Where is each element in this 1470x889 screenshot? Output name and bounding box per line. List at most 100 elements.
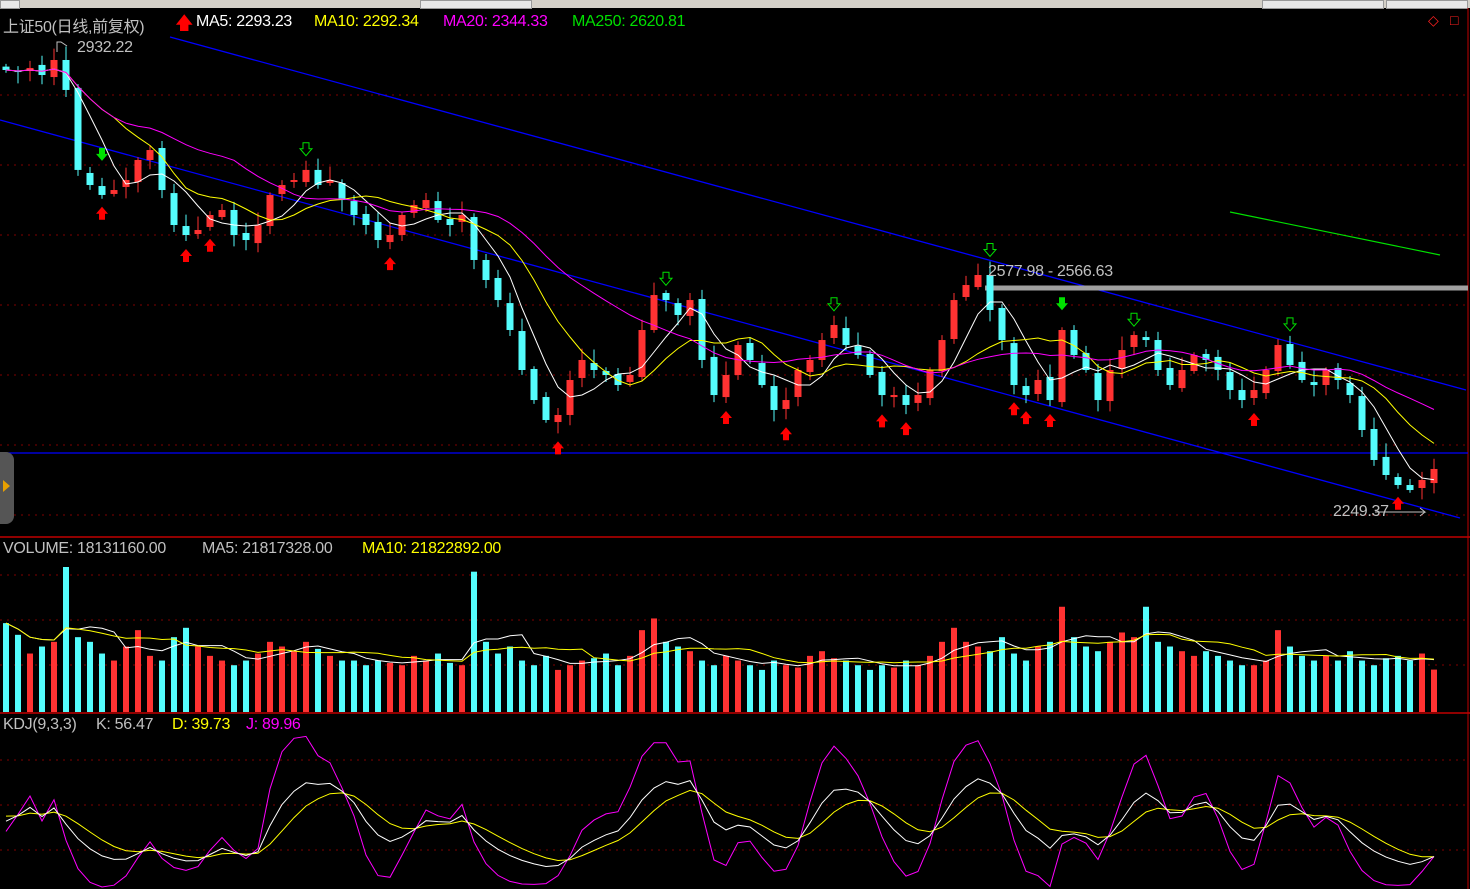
candle-body (1394, 477, 1402, 486)
candle-body (1334, 367, 1342, 381)
sell-signal-arrow-icon (96, 147, 108, 161)
candle-body (710, 356, 718, 396)
volume-bar (747, 665, 753, 712)
buy-signal-arrow-icon (96, 206, 108, 220)
buy-signal-arrow-icon (384, 257, 396, 271)
ma20-label: MA20: 2344.33 (443, 13, 548, 30)
volume-bar (123, 646, 129, 712)
candle-body (1058, 330, 1066, 403)
candle-body (362, 213, 370, 226)
volume-bar (3, 623, 9, 712)
buy-signal-arrow-icon (900, 422, 912, 436)
volume-bar (375, 660, 381, 712)
buy-signal-arrow-icon (1008, 402, 1020, 416)
volume-bar (711, 665, 717, 712)
candle-body (1310, 382, 1318, 386)
volume-bar (39, 646, 45, 712)
candle-body (794, 369, 802, 397)
candle-body (26, 67, 34, 72)
volume-bar (819, 651, 825, 712)
candle-body (1154, 340, 1162, 370)
candle-body (1346, 383, 1354, 396)
volume-bar (1335, 660, 1341, 712)
toolbar-tab[interactable] (0, 0, 20, 9)
square-icon[interactable]: □ (1450, 12, 1459, 28)
buy-signal-arrow-icon (1044, 413, 1056, 427)
volume-ma10-label: MA10: 21822892.00 (362, 540, 502, 557)
candle-body (1286, 344, 1294, 365)
volume-bar (1431, 669, 1437, 712)
volume-ma10-line (5, 622, 1435, 664)
volume-bar (783, 665, 789, 712)
low-price-annotation: 2249.37 (1333, 503, 1389, 520)
candle-body (530, 368, 538, 401)
top-toolbar-strip (0, 0, 1470, 9)
volume-bar (867, 669, 873, 712)
candle-body (434, 201, 442, 220)
volume-bar (687, 651, 693, 712)
volume-bar (1275, 630, 1281, 712)
kdj-k-line (5, 778, 1435, 868)
volume-bar (1407, 660, 1413, 712)
volume-bar (1035, 646, 1041, 712)
candle-body (86, 172, 94, 186)
candle-body (170, 193, 178, 226)
candle-body (1166, 367, 1174, 386)
candle-body (1046, 376, 1054, 401)
trend-line-lower (0, 119, 1461, 519)
buy-signal-arrow-icon (1248, 413, 1260, 427)
candle-body (890, 395, 898, 398)
candle-body (914, 395, 922, 403)
kdj-j-line (5, 735, 1435, 888)
volume-bar (975, 646, 981, 712)
volume-bar (1311, 660, 1317, 712)
weak-sell-signal-arrow-icon (658, 271, 674, 287)
candle-body (398, 214, 406, 236)
candle-body (134, 159, 142, 183)
toolbar-tab[interactable] (1386, 0, 1468, 9)
volume-bar (1095, 651, 1101, 712)
volume-bar (1071, 637, 1077, 712)
candle-body (818, 340, 826, 360)
candle-body (1430, 468, 1438, 484)
candle-body (242, 232, 250, 241)
volume-bar (171, 637, 177, 712)
side-panel-toggle[interactable] (0, 452, 14, 524)
volume-bar (903, 660, 909, 712)
high-price-annotation: 2932.22 (77, 39, 133, 56)
candle-body (1022, 386, 1030, 396)
volume-bar (1347, 651, 1353, 712)
candle-body (218, 209, 226, 218)
volume-bar (339, 660, 345, 712)
candle-body (146, 150, 154, 160)
ma20-line (5, 68, 1435, 410)
high-marker-icon (56, 41, 68, 52)
candle-body (350, 201, 358, 215)
volume-bar (1191, 655, 1197, 712)
candle-body (782, 400, 790, 409)
up-arrow-icon: 🡅 (175, 13, 194, 33)
toolbar-tab[interactable] (420, 0, 532, 9)
volume-bar (135, 630, 141, 712)
candle-body (410, 204, 418, 213)
candle-body (722, 375, 730, 398)
kdj-k-label: K: 56.47 (96, 716, 154, 733)
candle-body (626, 375, 634, 382)
candle-body (1418, 480, 1426, 488)
volume-bar (519, 660, 525, 712)
candle-body (998, 307, 1006, 341)
diamond-icon[interactable]: ◇ (1428, 12, 1439, 28)
candle-body (194, 230, 202, 235)
volume-bar (927, 655, 933, 712)
volume-bar (891, 667, 897, 712)
volume-bar (723, 655, 729, 712)
volume-bar (459, 665, 465, 712)
volume-bar (603, 653, 609, 712)
buy-signal-arrow-icon (1392, 496, 1404, 510)
toolbar-tab[interactable] (1262, 0, 1384, 9)
volume-ma5-label: MA5: 21817328.00 (202, 540, 333, 557)
volume-bar (291, 651, 297, 712)
volume-bar (963, 641, 969, 712)
volume-bar (207, 655, 213, 712)
